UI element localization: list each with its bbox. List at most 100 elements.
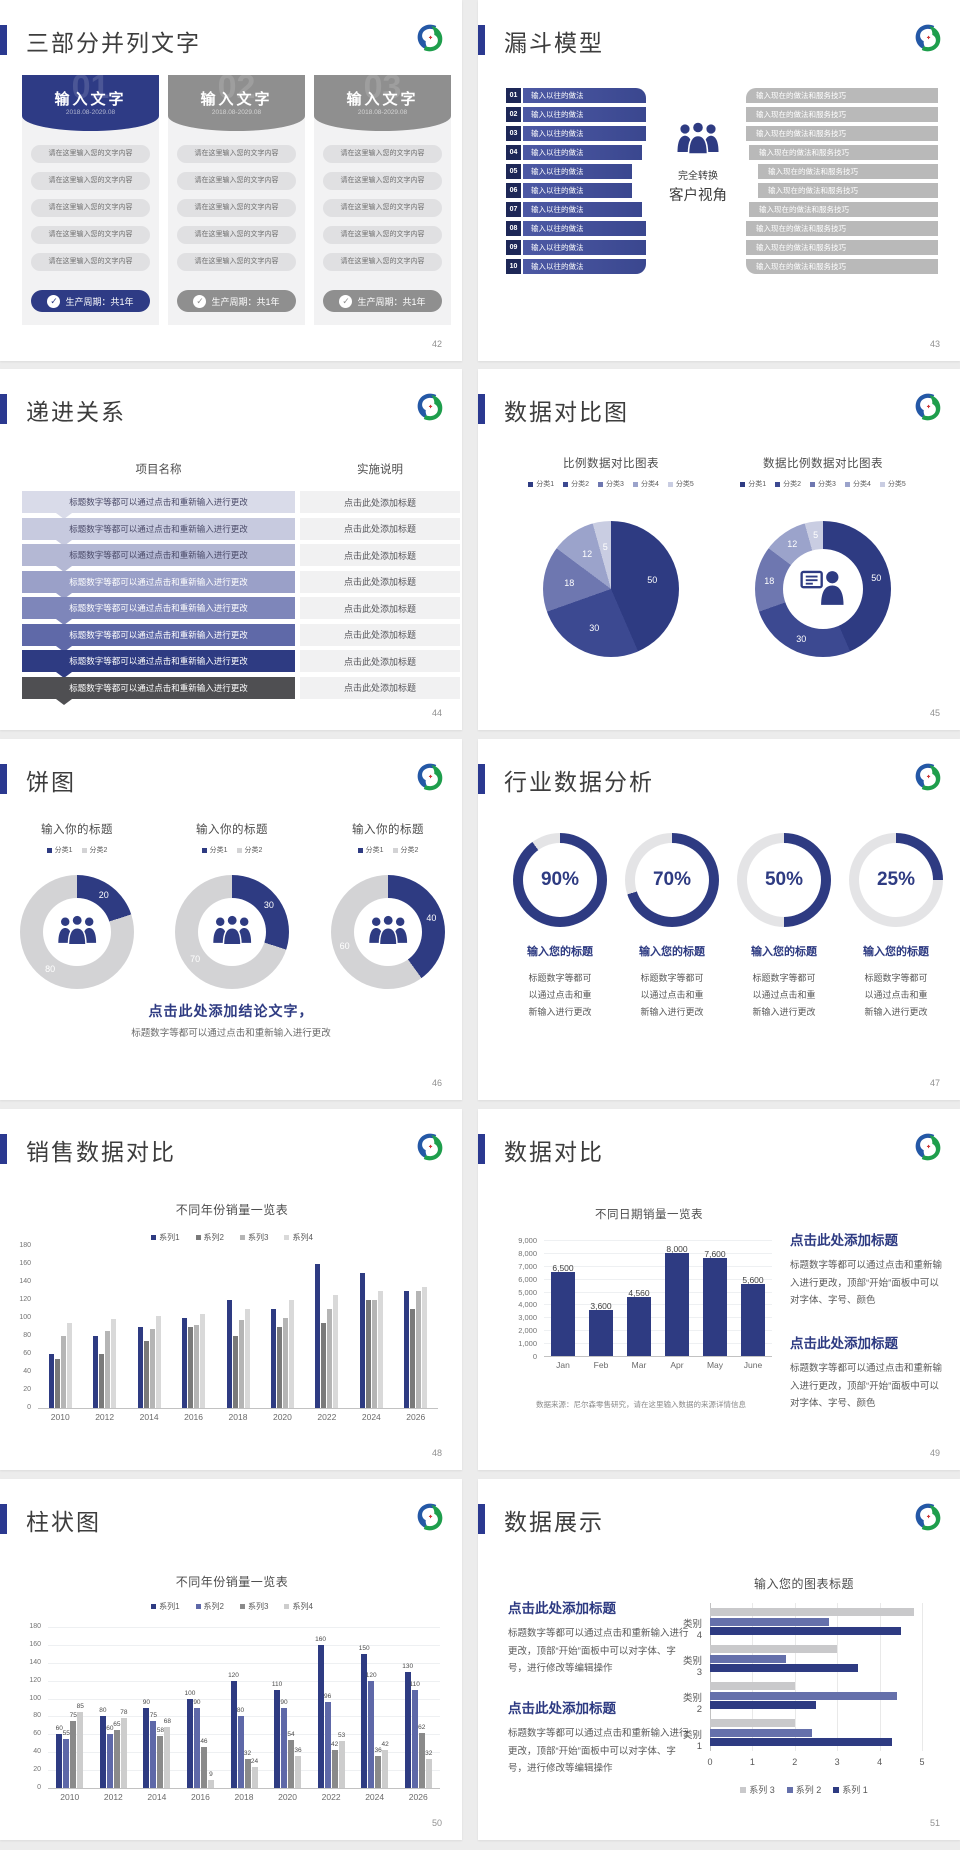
- bar-value-label: 78: [120, 1709, 128, 1717]
- grouped-bar-chart: 0 20 40 60 80 100 120 140 160 180 2010 60 55 75 85 2012…: [12, 1615, 460, 1813]
- bar: [710, 1738, 893, 1746]
- person-board-icon-glyph: [800, 571, 844, 606]
- gridline: [544, 1304, 772, 1306]
- legend-swatch: [195, 1235, 201, 1240]
- bar-value-label: 160: [315, 1635, 327, 1643]
- y-axis-label: 80: [23, 1332, 31, 1339]
- table-row: 标题数字等都可以通过点击和重新输入进行更改 点击此处添加标题: [0, 597, 462, 625]
- legend-swatch: [667, 481, 673, 487]
- y-axis-label: 140: [19, 1278, 31, 1285]
- table-row: 标题数字等都可以通过点击和重新输入进行更改 点击此处添加标题: [0, 676, 462, 705]
- x-axis-label: 2022: [321, 1792, 341, 1802]
- slide-title: 行业数据分析: [504, 769, 654, 795]
- block-body: 标题数字等都可以通过点击和重新输入进行更改，顶部“开始”面板中可以对字体、字号，…: [508, 1728, 689, 1775]
- pie-chart-panel: 比例数据对比图表 分类1 分类2 分类3 分类4 分类5 50 30 18 12 5: [504, 455, 718, 657]
- ring-description: 标题数字等都可 以通过点击和重 新输入进行更改: [528, 973, 592, 1018]
- legend-item: 分类4: [632, 479, 659, 489]
- row-right-label: 点击此处添加标题: [300, 570, 460, 593]
- y-axis-label: 8,000: [518, 1248, 537, 1258]
- slide-thumbnail-50[interactable]: 柱状图 不同年份销量一览表 系列1 系列2 系列3 系列4 0 20 40 60 80 100 1…: [0, 1479, 462, 1840]
- funnel-row: 06 输入以往的做法: [506, 183, 656, 198]
- row-chevron: [56, 672, 72, 678]
- bar: [710, 1701, 816, 1709]
- title-accent-bar: [478, 1134, 485, 1164]
- slide-title: 数据展示: [504, 1509, 604, 1535]
- bar: [371, 1300, 377, 1408]
- legend-item: 系列4: [284, 1232, 313, 1243]
- slide-thumbnail-49[interactable]: 数据对比 不同日期销量一览表 0 1,000 2,000 3,000 4,000 5,00…: [478, 1109, 960, 1470]
- text-card[interactable]: 03 输入文字 2018.08-2029.08 请在这里输入您的文字内容 请在这里输入您…: [314, 75, 451, 325]
- donut-hole: [353, 897, 423, 967]
- legend-swatch: [236, 847, 242, 853]
- slide-thumbnail-46[interactable]: 饼图 输入你的标题 分类1 分类2 20 80 输入你的标题 分类1 分类2 30 70…: [0, 739, 462, 1100]
- funnel-number-badge: 07: [506, 202, 521, 217]
- bar: [207, 1779, 214, 1788]
- text-card[interactable]: 01 输入文字 2018.08-2029.08 请在这里输入您的文字内容 请在这里输入您…: [22, 75, 159, 325]
- x-axis-label: May: [706, 1360, 724, 1370]
- text-block-2: 点击此处添加标题 标题数字等都可以通过点击和重新输入进行更改，顶部“开始”面板中…: [790, 1332, 946, 1413]
- column-chart: 0 1,000 2,000 3,000 4,000 5,000 6,000 7,000 8,00…: [514, 1234, 784, 1380]
- bar-value-label: 60: [106, 1725, 114, 1733]
- legend-item: 系列2: [195, 1601, 224, 1612]
- slide-thumbnail-42[interactable]: 三部分并列文字 01 输入文字 2018.08-2029.08 请在这里输入您的文字内…: [0, 0, 462, 361]
- bar-value-label: 3,600: [590, 1300, 612, 1311]
- bar: [270, 1309, 276, 1408]
- table-row: 标题数字等都可以通过点击和重新输入进行更改 点击此处添加标题: [0, 517, 462, 546]
- slide-thumbnail-48[interactable]: 销售数据对比 不同年份销量一览表 系列1 系列2 系列3 系列4 0 20 40 60 80 1…: [0, 1109, 462, 1470]
- x-axis-label: Jan: [556, 1360, 570, 1370]
- legend-swatch: [844, 481, 850, 487]
- category-label: 类别 3: [682, 1655, 702, 1678]
- progress-ring: 25%: [849, 833, 943, 927]
- people-icon: [367, 912, 409, 951]
- brand-logo-icon: [912, 1501, 944, 1533]
- legend-swatch: [879, 481, 885, 487]
- bar-value-label: 80: [236, 1707, 245, 1715]
- bar: [710, 1728, 812, 1737]
- y-axis-label: 180: [29, 1623, 41, 1630]
- card-item: 请在这里输入您的文字内容: [31, 145, 150, 163]
- gridline: [544, 1278, 772, 1280]
- slide-thumbnail-44[interactable]: 递进关系 项目名称 实施说明 标题数字等都可以通过点击和重新输入进行更改 点击此处…: [0, 369, 462, 730]
- bar-value-label: 42: [330, 1741, 339, 1749]
- page-number: 46: [431, 1078, 442, 1088]
- ring-title: 输入您的标题: [527, 946, 593, 958]
- chart-title: 输入你的标题: [196, 824, 268, 836]
- bar-value-label: 42: [381, 1741, 389, 1749]
- bar: [327, 1309, 333, 1408]
- block-title: 点击此处添加标题: [790, 1233, 898, 1248]
- bar-value-label: 62: [418, 1723, 426, 1731]
- funnel-bar-left: 输入以往的做法: [523, 259, 646, 274]
- gridline: [710, 1603, 711, 1751]
- bar-value-label: 90: [142, 1698, 150, 1706]
- funnel-number-badge: 09: [506, 240, 521, 255]
- table-row: 标题数字等都可以通过点击和重新输入进行更改 点击此处添加标题: [0, 491, 462, 519]
- bar-value-label: 54: [287, 1730, 295, 1738]
- brand-logo-glyph: [915, 1133, 941, 1161]
- legend-swatch: [740, 1786, 747, 1793]
- center-caption-small: 完全转换: [678, 171, 718, 182]
- funnel-bar-left: 输入以往的做法: [523, 164, 632, 179]
- legend-item: 系列1: [151, 1232, 180, 1243]
- ring-title: 输入您的标题: [639, 946, 705, 958]
- slide-thumbnail-47[interactable]: 行业数据分析 90% 输入您的标题 标题数字等都可 以通过点击和重 新输入进行更…: [478, 739, 960, 1100]
- bar: [54, 1358, 60, 1408]
- gridline: [48, 1680, 440, 1682]
- slide-thumbnail-45[interactable]: 数据对比图 比例数据对比图表 分类1 分类2 分类3 分类4 分类5 50 30 18 12 5…: [478, 369, 960, 730]
- donut-hole: [197, 897, 267, 967]
- people-icon-glyph: [213, 914, 251, 946]
- bar: [665, 1252, 689, 1356]
- funnel-row: 01 输入以往的做法: [506, 88, 656, 103]
- slide-thumbnail-43[interactable]: 漏斗模型 01 输入以往的做法 02 输入以往的做法 03 输入以往的做法 04 输入以往的做…: [478, 0, 960, 361]
- slide-title: 数据对比: [504, 1139, 604, 1165]
- text-card[interactable]: 02 输入文字 2018.08-2029.08 请在这里输入您的文字内容 请在这里输入您…: [168, 75, 305, 325]
- ring-percentage: 70%: [652, 869, 692, 890]
- bar: [186, 1698, 193, 1788]
- bar: [226, 1300, 232, 1408]
- row-left-label: 标题数字等都可以通过点击和重新输入进行更改: [22, 623, 295, 652]
- card-item: 请在这里输入您的文字内容: [177, 172, 296, 190]
- slide-thumbnail-51[interactable]: 数据展示 点击此处添加标题 标题数字等都可以通过点击和重新输入进行更改，顶部“开…: [478, 1479, 960, 1840]
- card-item: 请在这里输入您的文字内容: [323, 199, 442, 217]
- funnel-bar-right: 输入现在的做法和服务技巧: [746, 126, 938, 141]
- slice-value-label: 40: [426, 912, 437, 923]
- bar: [377, 1291, 383, 1408]
